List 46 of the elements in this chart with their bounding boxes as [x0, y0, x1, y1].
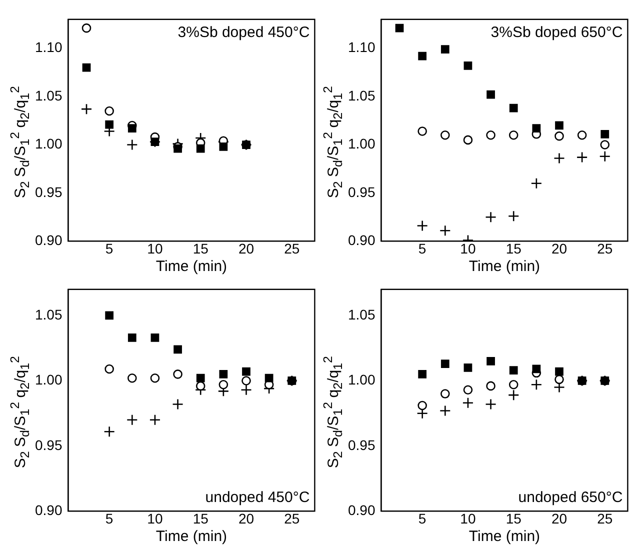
x-tick-label: 5: [418, 240, 426, 256]
x-tick-label: 25: [597, 510, 613, 526]
y-tick-label: 0.90: [348, 502, 376, 518]
x-tick-label: 20: [238, 240, 254, 256]
y-tick-label: 1.00: [348, 372, 376, 388]
x-axis-title: Time (min): [468, 258, 540, 276]
x-tick-label: 20: [551, 510, 568, 526]
x-axis-title: Time (min): [156, 528, 228, 546]
y-tick-label: 0.95: [35, 436, 62, 453]
y-tick-label: 1.05: [348, 87, 376, 104]
x-axis-title: Time (min): [156, 258, 228, 276]
y-tick-label: 1.05: [35, 306, 62, 322]
y-tick-label: 1.00: [35, 372, 62, 388]
text: undoped 650°C: [518, 488, 623, 506]
y-tick-label: 0.95: [348, 184, 376, 200]
x-tick-label: 5: [105, 510, 114, 526]
y-tick-label: 0.95: [348, 436, 376, 453]
text: undoped 450°C: [205, 488, 310, 506]
x-tick-label: 15: [506, 240, 522, 256]
y-tick-label: 1.10: [348, 39, 376, 56]
y-tick-label: 0.95: [35, 184, 62, 200]
x-tick-label: 15: [192, 510, 209, 526]
x-tick-label: 20: [551, 240, 568, 256]
x-tick-label: 10: [147, 510, 163, 526]
x-tick-label: 20: [238, 510, 254, 526]
y-tick-label: 1.05: [348, 306, 376, 322]
x-tick-label: 10: [147, 240, 163, 256]
x-axis-title: Time (min): [468, 528, 540, 546]
x-tick-label: 25: [284, 240, 300, 256]
y-tick-label: 0.90: [35, 502, 62, 518]
x-tick-label: 5: [105, 240, 114, 256]
y-tick-label: 1.00: [35, 136, 62, 152]
x-tick-label: 5: [418, 510, 426, 526]
x-tick-label: 10: [460, 510, 476, 526]
chart-title: 3%Sb doped 450°C: [178, 24, 310, 42]
y-tick-label: 1.05: [35, 87, 62, 104]
x-tick-label: 25: [597, 240, 613, 256]
y-tick-label: 0.90: [348, 232, 376, 248]
chart-title: 3%Sb doped 650°C: [490, 24, 623, 42]
x-tick-label: 10: [460, 240, 476, 256]
x-tick-label: 15: [506, 510, 522, 526]
x-tick-label: 15: [192, 240, 209, 256]
y-tick-label: 1.10: [35, 39, 62, 56]
x-tick-label: 25: [284, 510, 300, 526]
y-tick-label: 0.90: [35, 232, 62, 248]
y-tick-label: 1.00: [348, 136, 376, 152]
